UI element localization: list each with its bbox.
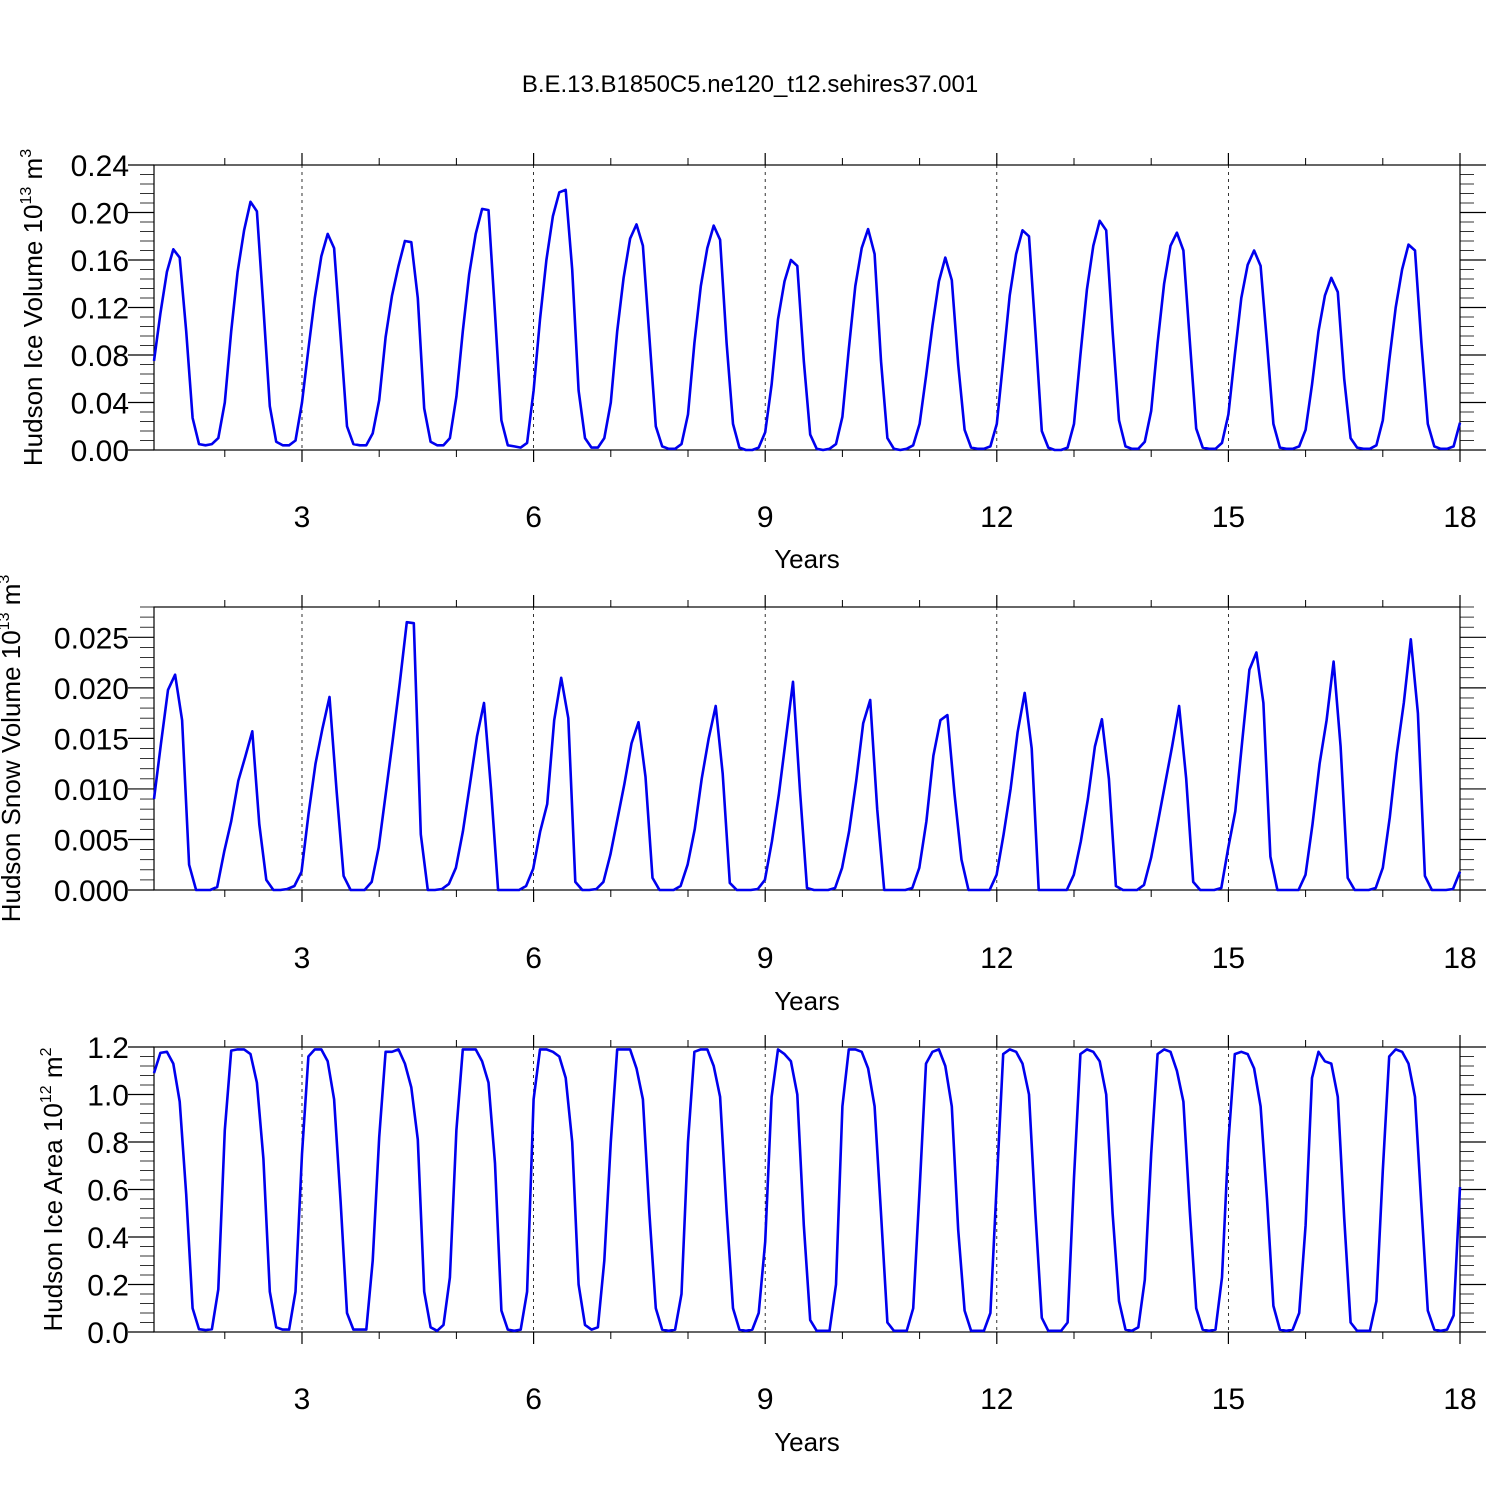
y-tick-label: 0.025	[54, 622, 129, 655]
x-tick-label: 15	[1212, 942, 1245, 975]
y-tick-label: 0.015	[54, 723, 129, 756]
x-tick-label: 18	[1443, 501, 1476, 534]
x-tick-label: 9	[757, 1383, 774, 1416]
y-tick-label: 0.24	[71, 150, 129, 183]
x-tick-label: 3	[294, 942, 311, 975]
y-axis-label-unit: m	[38, 1056, 68, 1085]
y-tick-label: 0.6	[87, 1175, 129, 1208]
x-tick-label: 15	[1212, 1383, 1245, 1416]
y-tick-label: 0.20	[71, 198, 129, 231]
y-tick-label: 0.020	[54, 673, 129, 706]
y-tick-label: 0.005	[54, 824, 129, 857]
y-axis-label: Hudson Snow Volume 1013 m3	[0, 575, 26, 923]
y-tick-label: 1.0	[87, 1080, 129, 1113]
y-tick-label: 0.12	[71, 293, 129, 326]
y-axis-label-exponent: 12	[38, 1085, 55, 1103]
x-tick-label: 3	[294, 501, 311, 534]
y-axis-label-unit: m	[18, 158, 48, 187]
y-axis-label: Hudson Ice Area 1012 m2	[38, 1047, 68, 1331]
y-axis-label-unit-exponent: 2	[38, 1047, 55, 1056]
figure-title: B.E.13.B1850C5.ne120_t12.sehires37.001	[522, 71, 978, 98]
y-tick-label: 0.2	[87, 1270, 129, 1303]
y-axis-label-main: Hudson Ice Volume 10	[18, 204, 48, 466]
y-tick-label: 0.000	[54, 875, 129, 908]
x-tick-label: 12	[980, 501, 1013, 534]
x-tick-label: 15	[1212, 501, 1245, 534]
x-tick-label: 6	[525, 1383, 542, 1416]
data-line	[152, 1048, 1462, 1333]
y-axis-label-main: Hudson Ice Area 10	[38, 1103, 68, 1331]
data-line	[152, 188, 1462, 452]
x-tick-label: 9	[757, 501, 774, 534]
y-tick-label: 0.08	[71, 340, 129, 373]
y-axis-label-exponent: 13	[18, 187, 35, 205]
x-tick-label: 3	[294, 1383, 311, 1416]
panel-snow-volume: 3 6 9 12 15 18 0.000 0.005 0.010 0.015 0.020 0.025 Y…	[0, 575, 1486, 1016]
y-tick-label: 1.2	[87, 1032, 129, 1065]
panel-ice-area: 3 6 9 12 15 18 0.0 0.2 0.4 0.6 0.8 1.0 1.2 Years Hudso…	[38, 1032, 1486, 1457]
data-line	[152, 620, 1462, 892]
y-tick-label: 0.4	[87, 1222, 129, 1255]
y-axis-label: Hudson Ice Volume 1013 m3	[18, 149, 48, 466]
x-tick-label: 9	[757, 942, 774, 975]
x-tick-label: 18	[1443, 1383, 1476, 1416]
x-tick-label: 18	[1443, 942, 1476, 975]
y-tick-label: 0.010	[54, 774, 129, 807]
x-axis-label: Years	[774, 986, 840, 1016]
x-tick-label: 12	[980, 942, 1013, 975]
x-tick-label: 6	[525, 942, 542, 975]
y-tick-label: 0.0	[87, 1317, 129, 1350]
x-axis-label: Years	[774, 1427, 840, 1457]
x-axis-label: Years	[774, 544, 840, 574]
y-axis-label-exponent: 13	[0, 612, 13, 630]
y-axis-label-unit-exponent: 3	[0, 575, 13, 584]
y-axis-label-main: Hudson Snow Volume 10	[0, 630, 26, 922]
y-tick-label: 0.16	[71, 245, 129, 278]
x-tick-label: 6	[525, 501, 542, 534]
y-axis-label-unit-exponent: 3	[18, 149, 35, 158]
x-tick-label: 12	[980, 1383, 1013, 1416]
y-axis-label-unit: m	[0, 584, 26, 613]
y-tick-label: 0.8	[87, 1127, 129, 1160]
y-tick-label: 0.00	[71, 435, 129, 468]
y-tick-label: 0.04	[71, 388, 129, 421]
panel-ice-volume: 3 6 9 12 15 18 0.00 0.04 0.08 0.12 0.16 0.20 0.24 Yea…	[18, 149, 1486, 574]
